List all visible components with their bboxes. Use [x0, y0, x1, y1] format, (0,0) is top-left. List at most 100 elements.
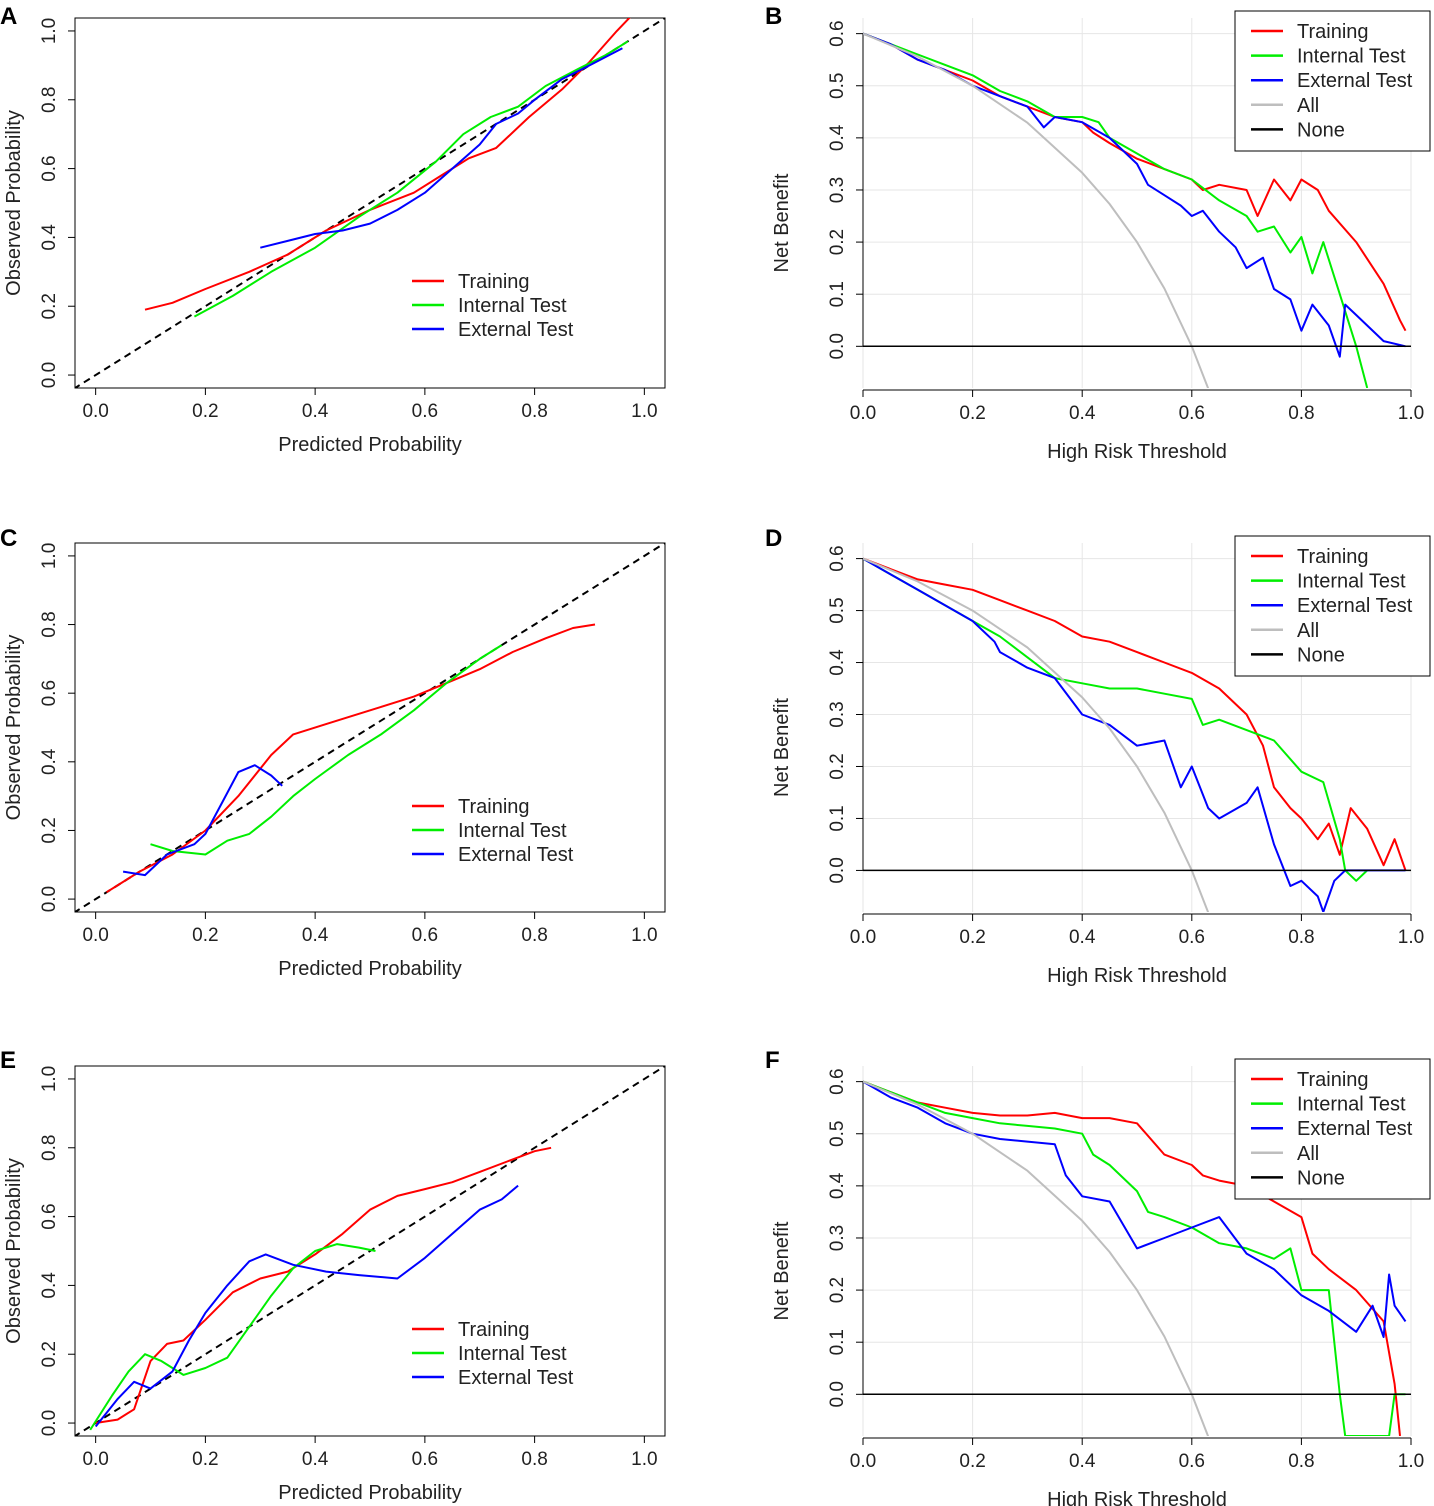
x-tick-label: 0.6 — [1179, 1451, 1205, 1472]
series-line-training — [863, 557, 1407, 871]
x-tick-label: 1.0 — [1398, 1451, 1424, 1472]
series-line-internal-test — [89, 1243, 376, 1431]
legend-box — [1234, 1058, 1431, 1200]
x-tick-label: 0.2 — [192, 925, 218, 946]
panel-c: C 0.0 0.2 0.4 0.6 0.8 1.0 0.0 0.2 0.4 0.6 0.8 1.0 Pre… — [0, 525, 666, 980]
y-tick-label: 0.5 — [827, 73, 848, 99]
x-tick-label: 0.6 — [1179, 927, 1205, 948]
legend-label: External Test — [1297, 595, 1413, 617]
x-tick-label: 0.4 — [1069, 1451, 1096, 1472]
legend-label: Internal Test — [458, 820, 567, 842]
legend-label: Training — [1297, 546, 1369, 568]
series-line-external-test — [863, 557, 1406, 912]
x-axis-title: High Risk Threshold — [1047, 1489, 1227, 1506]
x-axis-title: Predicted Probability — [278, 434, 461, 456]
y-tick-label: 0.0 — [827, 857, 848, 883]
legend-label: External Test — [1297, 1118, 1413, 1140]
y-tick-label: 0.0 — [827, 333, 848, 359]
y-axis-title: Net Benefit — [771, 1221, 793, 1320]
y-tick-label: 0.3 — [827, 1225, 848, 1251]
x-tick-label: 0.6 — [412, 401, 438, 422]
y-tick-label: 0.1 — [827, 805, 848, 831]
panel-e: E 0.0 0.2 0.4 0.6 0.8 1.0 0.0 0.2 0.4 0.6 0.8 1.0 Pre… — [0, 1047, 666, 1504]
y-tick-label: 0.4 — [827, 1172, 848, 1199]
plot-area — [863, 557, 1411, 912]
y-axis-title: Net Benefit — [771, 698, 793, 797]
y-tick-label: 0.2 — [39, 817, 60, 843]
y-tick-label: 0.6 — [39, 680, 60, 706]
x-tick-label: 1.0 — [1398, 403, 1424, 424]
x-tick-label: 0.2 — [959, 403, 985, 424]
x-tick-label: 0.0 — [850, 927, 876, 948]
x-tick-label: 0.0 — [82, 1449, 108, 1470]
panel-letter: B — [765, 3, 782, 30]
legend-label: All — [1297, 620, 1319, 642]
ideal-diagonal-line — [75, 18, 665, 388]
y-tick-label: 0.2 — [827, 1277, 848, 1303]
x-tick-label: 0.6 — [412, 925, 438, 946]
panel-letter: E — [0, 1047, 16, 1074]
x-tick-label: 0.2 — [959, 927, 985, 948]
x-axis-title: Predicted Probability — [278, 958, 461, 980]
legend-label: None — [1297, 1167, 1345, 1189]
x-tick-label: 0.2 — [192, 1449, 218, 1470]
series-line-training — [863, 1080, 1401, 1436]
y-tick-label: 0.4 — [39, 748, 60, 775]
legend-label: Internal Test — [1297, 1094, 1406, 1116]
x-tick-label: 0.6 — [1179, 403, 1205, 424]
x-axis: 0.0 0.2 0.4 0.6 0.8 1.0 — [82, 1436, 658, 1470]
y-tick-label: 0.2 — [39, 293, 60, 319]
ideal-diagonal-line — [75, 543, 665, 912]
x-axis: 0.0 0.2 0.4 0.6 0.8 1.0 — [850, 1437, 1424, 1472]
y-tick-label: 0.2 — [827, 753, 848, 779]
series-line-internal-test — [863, 32, 1369, 388]
x-tick-label: 0.2 — [959, 1451, 985, 1472]
y-axis: 0.0 0.1 0.2 0.3 0.4 0.5 0.6 — [827, 545, 864, 884]
panel-d: D 0.0 0.2 0.4 0.6 0.8 1.0 0.0 0.1 0.2 0.3 0.4 0.5 0.6… — [765, 525, 1431, 987]
x-tick-label: 1.0 — [1398, 927, 1424, 948]
y-tick-label: 0.4 — [827, 649, 848, 676]
x-tick-label: 0.8 — [521, 401, 547, 422]
y-tick-label: 0.2 — [39, 1341, 60, 1367]
y-tick-label: 0.4 — [39, 224, 60, 251]
legend-label: Internal Test — [458, 1343, 567, 1365]
series-line-internal-test — [863, 1080, 1406, 1436]
legend-label: Training — [458, 1319, 530, 1341]
y-tick-label: 0.8 — [39, 87, 60, 113]
x-axis: 0.0 0.2 0.4 0.6 0.8 1.0 — [850, 389, 1424, 424]
legend-label: None — [1297, 644, 1345, 666]
series-line-all — [863, 557, 1210, 912]
x-axis-title: Predicted Probability — [278, 1482, 461, 1504]
panel-letter: A — [0, 3, 17, 30]
panel-letter: C — [0, 525, 17, 552]
y-tick-label: 0.1 — [827, 281, 848, 307]
legend-label: All — [1297, 95, 1319, 117]
y-tick-label: 0.5 — [827, 597, 848, 623]
x-tick-label: 1.0 — [631, 401, 657, 422]
series-line-training — [144, 18, 631, 311]
y-tick-label: 0.3 — [827, 177, 848, 203]
y-axis-title: Observed Probability — [3, 1158, 25, 1344]
y-tick-label: 0.0 — [39, 1410, 60, 1436]
y-tick-label: 0.2 — [827, 229, 848, 255]
legend-label: Training — [458, 796, 530, 818]
plot-area — [863, 1080, 1411, 1436]
x-tick-label: 0.2 — [192, 401, 218, 422]
y-tick-label: 0.6 — [39, 155, 60, 181]
y-axis: 0.0 0.2 0.4 0.6 0.8 1.0 — [39, 1066, 75, 1436]
x-tick-label: 0.6 — [412, 1449, 438, 1470]
x-tick-label: 0.4 — [302, 925, 329, 946]
series-line-internal-test — [150, 644, 503, 856]
legend-label: External Test — [458, 319, 574, 341]
y-tick-label: 0.6 — [827, 545, 848, 571]
y-tick-label: 0.4 — [39, 1272, 60, 1299]
x-tick-label: 0.0 — [82, 401, 108, 422]
panel-b: B 0.0 0.2 0.4 0.6 0.8 1.0 0.0 0.1 0.2 0.3 0.4 0.5 0.6… — [765, 3, 1431, 463]
x-tick-label: 0.4 — [1069, 927, 1096, 948]
